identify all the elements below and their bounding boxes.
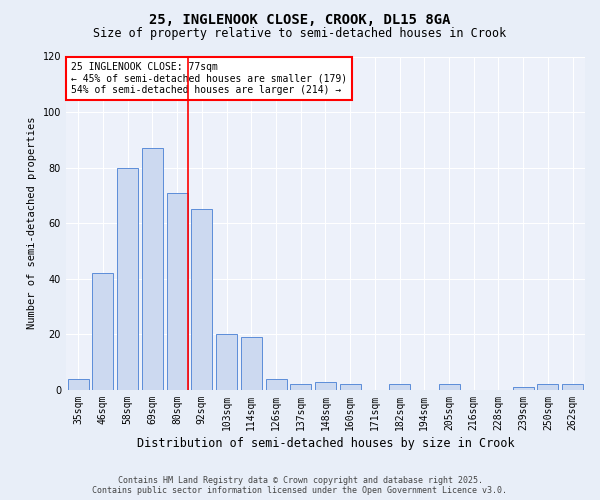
- Bar: [340, 384, 361, 390]
- X-axis label: Distribution of semi-detached houses by size in Crook: Distribution of semi-detached houses by …: [137, 437, 514, 450]
- Bar: [538, 384, 559, 390]
- Bar: [216, 334, 237, 390]
- Bar: [389, 384, 410, 390]
- Text: 25 INGLENOOK CLOSE: 77sqm
← 45% of semi-detached houses are smaller (179)
54% of: 25 INGLENOOK CLOSE: 77sqm ← 45% of semi-…: [71, 62, 347, 94]
- Bar: [562, 384, 583, 390]
- Bar: [142, 148, 163, 390]
- Text: Contains HM Land Registry data © Crown copyright and database right 2025.
Contai: Contains HM Land Registry data © Crown c…: [92, 476, 508, 495]
- Bar: [117, 168, 138, 390]
- Bar: [92, 273, 113, 390]
- Bar: [290, 384, 311, 390]
- Bar: [68, 379, 89, 390]
- Bar: [315, 382, 336, 390]
- Bar: [191, 210, 212, 390]
- Bar: [512, 387, 534, 390]
- Bar: [439, 384, 460, 390]
- Y-axis label: Number of semi-detached properties: Number of semi-detached properties: [27, 117, 37, 330]
- Text: Size of property relative to semi-detached houses in Crook: Size of property relative to semi-detach…: [94, 28, 506, 40]
- Bar: [241, 337, 262, 390]
- Bar: [266, 379, 287, 390]
- Text: 25, INGLENOOK CLOSE, CROOK, DL15 8GA: 25, INGLENOOK CLOSE, CROOK, DL15 8GA: [149, 12, 451, 26]
- Bar: [167, 192, 188, 390]
